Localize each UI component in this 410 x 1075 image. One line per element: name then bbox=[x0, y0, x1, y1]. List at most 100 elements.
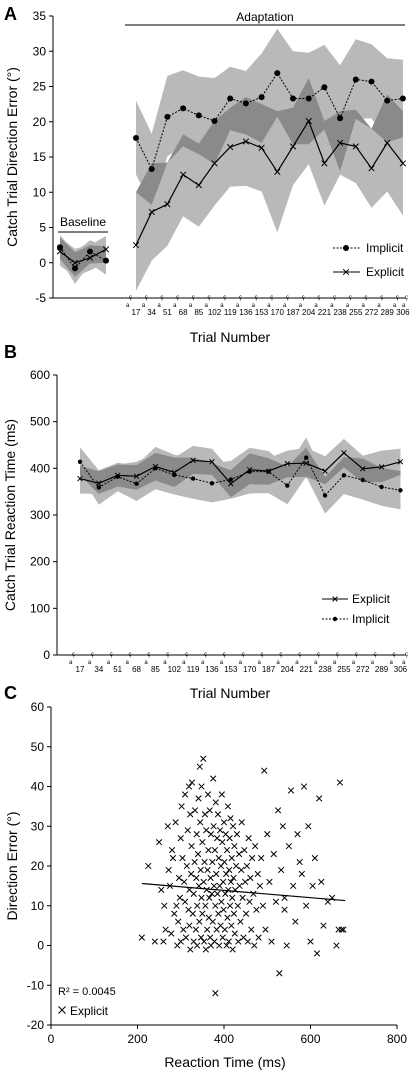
axis-break-mark: a bbox=[402, 660, 406, 666]
y-tick-label: 60 bbox=[31, 700, 45, 714]
implicit-point bbox=[87, 248, 93, 255]
axis-break-mark: ç bbox=[255, 295, 258, 301]
x-tick-label: 119 bbox=[187, 665, 200, 674]
explicit-point bbox=[207, 874, 214, 882]
axis-break-mark: ç bbox=[160, 295, 163, 301]
explicit-point bbox=[274, 807, 282, 814]
x-tick-label: 272 bbox=[356, 665, 370, 674]
axis-break-mark: a bbox=[393, 303, 397, 309]
legend-explicit-label: Explicit bbox=[352, 592, 391, 606]
explicit-point bbox=[96, 480, 102, 487]
explicit-point bbox=[204, 866, 211, 874]
explicit-point bbox=[180, 926, 187, 933]
axis-break-mark: a bbox=[314, 660, 318, 666]
band-overlap bbox=[80, 447, 401, 498]
axis-break-mark: ç bbox=[185, 652, 188, 658]
explicit-point bbox=[162, 926, 169, 933]
implicit-point bbox=[379, 484, 384, 490]
explicit-point bbox=[338, 926, 345, 933]
implicit-point bbox=[399, 95, 406, 102]
adaptation-label: Adaptation bbox=[236, 10, 293, 24]
axis-break-mark: a bbox=[239, 660, 243, 666]
explicit-point bbox=[285, 842, 293, 850]
axis-break-mark: a bbox=[267, 303, 271, 309]
explicit-line bbox=[79, 452, 401, 485]
x-tick-label: 136 bbox=[205, 665, 219, 674]
explicit-point bbox=[262, 926, 269, 933]
x-tick-label: 34 bbox=[94, 665, 103, 674]
x-tick-label: 272 bbox=[365, 308, 379, 317]
explicit-point bbox=[305, 823, 312, 830]
x-tick-label: 68 bbox=[179, 308, 188, 317]
y-tick-label: 35 bbox=[33, 9, 47, 23]
explicit-point bbox=[313, 950, 321, 957]
explicit-point bbox=[210, 882, 218, 890]
explicit-point bbox=[236, 882, 243, 890]
explicit-point bbox=[242, 878, 249, 886]
implicit-point bbox=[274, 70, 281, 77]
explicit-point bbox=[208, 890, 216, 897]
implicit-point bbox=[148, 165, 155, 172]
explicit-point bbox=[261, 767, 268, 774]
explicit-point bbox=[164, 201, 171, 208]
explicit-point bbox=[218, 791, 225, 798]
explicit-point bbox=[183, 862, 190, 870]
implicit-point bbox=[190, 476, 196, 481]
explicit-point bbox=[193, 874, 200, 882]
y-tick-label: 30 bbox=[31, 819, 45, 833]
explicit-point bbox=[272, 898, 280, 905]
explicit-point bbox=[315, 795, 323, 802]
implicit-point bbox=[321, 84, 328, 91]
axis-break-mark: a bbox=[205, 303, 209, 309]
axis-break-mark: a bbox=[377, 303, 381, 309]
implicit-point bbox=[368, 78, 375, 85]
explicit-point bbox=[251, 942, 258, 949]
explicit-line bbox=[135, 119, 404, 246]
explicit-point bbox=[307, 938, 314, 945]
axis-break-mark: ç bbox=[270, 295, 273, 301]
explicit-point bbox=[228, 854, 235, 862]
axis-break-mark: ç bbox=[261, 652, 264, 658]
axis-break-mark: a bbox=[182, 660, 186, 666]
explicit-point bbox=[335, 926, 342, 933]
axis-break-mark: a bbox=[346, 303, 350, 309]
y-tick-label: 20 bbox=[31, 859, 45, 873]
explicit-point bbox=[219, 838, 226, 846]
x-tick-label: 102 bbox=[208, 308, 222, 317]
implicit-point bbox=[290, 95, 296, 102]
axis-break-mark: a bbox=[236, 303, 240, 309]
explicit-point bbox=[300, 783, 308, 790]
x-tick-label: 51 bbox=[163, 308, 172, 317]
implicit-point bbox=[247, 469, 252, 474]
implicit-point bbox=[242, 100, 249, 107]
explicit-point bbox=[243, 862, 251, 870]
implicit-baseline-line bbox=[59, 246, 107, 270]
y-axis-title: Direction Error (°) bbox=[4, 811, 20, 920]
explicit-point bbox=[86, 254, 94, 261]
implicit-point bbox=[115, 474, 120, 479]
implicit-point bbox=[384, 97, 391, 104]
panel-label-c: C bbox=[4, 683, 17, 703]
explicit-point bbox=[309, 882, 316, 890]
implicit-point bbox=[96, 485, 102, 490]
explicit-point bbox=[181, 878, 188, 886]
explicit-point bbox=[200, 938, 208, 945]
explicit-point bbox=[187, 870, 195, 878]
y-tick-label: 0 bbox=[43, 648, 50, 662]
explicit-point bbox=[169, 854, 177, 862]
y-tick-label: 10 bbox=[31, 899, 45, 913]
explicit-point bbox=[160, 938, 167, 945]
explicit-point bbox=[336, 779, 344, 786]
explicit-point bbox=[248, 854, 256, 862]
explicit-point bbox=[242, 138, 250, 145]
explicit-point bbox=[145, 862, 152, 870]
explicit-point bbox=[292, 918, 299, 925]
explicit-point bbox=[287, 787, 295, 794]
explicit-point bbox=[251, 842, 259, 850]
explicit-point bbox=[175, 918, 182, 925]
explicit-point bbox=[164, 823, 171, 830]
axis-break-mark: ç bbox=[166, 652, 169, 658]
explicit-point bbox=[226, 835, 233, 842]
x-tick-label: 85 bbox=[151, 665, 160, 674]
explicit-point bbox=[203, 926, 211, 933]
